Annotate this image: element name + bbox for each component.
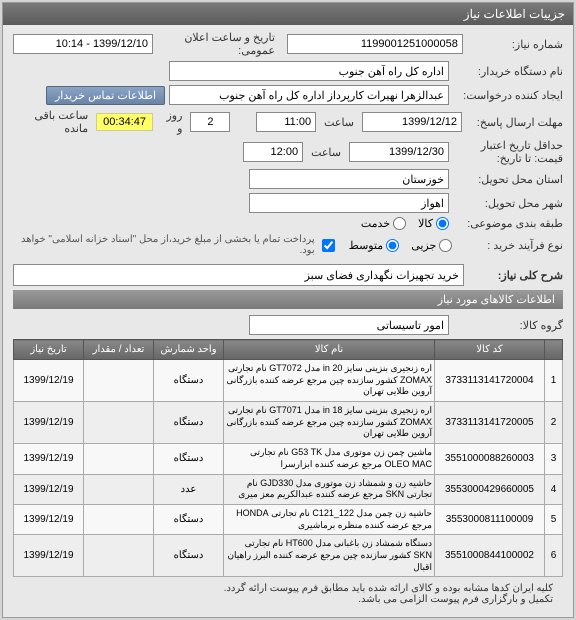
city-field (249, 193, 449, 213)
cell-code: 3551000844100002 (435, 535, 545, 577)
budget-service-text: خدمت (361, 217, 390, 230)
th-qty: تعداد / مقدار (84, 340, 154, 360)
process-medium-text: متوسط (349, 239, 384, 252)
footer-line2: تکمیل و بارگزاری فرم پیوست الزامی می باش… (23, 594, 553, 605)
city-label: شهر محل تحویل: (453, 197, 563, 210)
cell-name: حاشیه زن چمن مدل C121_122 نام تجارتی HON… (224, 504, 435, 534)
cell-qty (84, 474, 154, 504)
price-valid-label: حداقل تاریخ اعتبار قیمت: تا تاریخ: (453, 139, 563, 165)
th-unit: واحد شمارش (154, 340, 224, 360)
table-row: 23733113141720005اره زنجیری بنزینی سایز … (14, 402, 563, 444)
cell-unit: دستگاه (154, 360, 224, 402)
main-desc-label: شرح کلی نیاز: (468, 269, 563, 282)
cell-date: 1399/12/19 (14, 535, 84, 577)
cell-code: 3553000429660005 (435, 474, 545, 504)
creator-label: ایجاد کننده درخواست: (453, 89, 563, 102)
cell-qty (84, 444, 154, 474)
cell-date: 1399/12/19 (14, 474, 84, 504)
cell-date: 1399/12/19 (14, 360, 84, 402)
deadline-label: مهلت ارسال پاسخ: (466, 116, 563, 129)
deadline-date-field (362, 112, 462, 132)
process-trivial-radio[interactable] (439, 239, 452, 252)
province-field (249, 169, 449, 189)
contact-button[interactable]: اطلاعات تماس خریدار (46, 86, 165, 105)
cell-qty (84, 535, 154, 577)
cell-unit: دستگاه (154, 535, 224, 577)
cell-name: اره زنجیری بنزینی سایز 20 in مدل GT7072 … (224, 360, 435, 402)
need-number-field (287, 34, 463, 54)
table-row: 63551000844100002دستگاه شمشاد زن باغبانی… (14, 535, 563, 577)
budget-goods-text: کالا (418, 217, 433, 230)
announce-field (13, 34, 153, 54)
process-note: پرداخت تمام یا بخشی از مبلغ خرید،از محل … (13, 234, 319, 256)
cell-unit: دستگاه (154, 504, 224, 534)
day-and-label: روز و (157, 109, 186, 135)
province-label: استان محل تحویل: (453, 173, 563, 186)
cell-date: 1399/12/19 (14, 402, 84, 444)
cell-code: 3733113141720005 (435, 402, 545, 444)
main-desc-field (13, 264, 464, 286)
cell-unit: دستگاه (154, 444, 224, 474)
cell-name: ماشین چمن زن موتوری مدل G53 TK نام تجارت… (224, 444, 435, 474)
table-row: 33551000088260003ماشین چمن زن موتوری مدل… (14, 444, 563, 474)
buyer-org-label: نام دستگاه خریدار: (453, 65, 563, 78)
creator-field (169, 85, 449, 105)
budget-row-label: طبقه بندی موضوعی: (453, 217, 563, 230)
cell-name: حاشیه زن و شمشاد زن موتوری مدل GJD330 نا… (224, 474, 435, 504)
treasury-checkbox[interactable] (322, 239, 335, 252)
price-valid-time-field (243, 142, 303, 162)
countdown-timer: 00:34:47 (96, 113, 153, 131)
cell-idx: 2 (545, 402, 563, 444)
cell-qty (84, 504, 154, 534)
table-row: 53553000811100009حاشیه زن چمن مدل C121_1… (14, 504, 563, 534)
announce-label: تاریخ و ساعت اعلان عمومی: (157, 31, 279, 57)
cell-qty (84, 360, 154, 402)
cell-name: اره زنجیری بنزینی سایز 18 in مدل GT7071 … (224, 402, 435, 444)
th-date: تاریخ نیاز (14, 340, 84, 360)
cell-unit: دستگاه (154, 402, 224, 444)
process-medium-radio[interactable] (386, 239, 399, 252)
days-remain-field (190, 112, 230, 132)
cell-qty (84, 402, 154, 444)
goods-table: کد کالا نام کالا واحد شمارش تعداد / مقدا… (13, 339, 563, 577)
hour-label-1: ساعت (320, 116, 358, 129)
cell-code: 3551000088260003 (435, 444, 545, 474)
footer-line1: کلیه ایران کدها مشابه بوده و کالای ارائه… (23, 583, 553, 594)
cell-code: 3733113141720004 (435, 360, 545, 402)
process-trivial-text: جزیی (411, 239, 436, 252)
panel-title: جزییات اطلاعات نیاز (3, 3, 573, 25)
buyer-org-field (169, 61, 449, 81)
cell-date: 1399/12/19 (14, 504, 84, 534)
cell-idx: 4 (545, 474, 563, 504)
cell-idx: 1 (545, 360, 563, 402)
th-name: نام کالا (224, 340, 435, 360)
hour-label-2: ساعت (307, 146, 345, 159)
cell-unit: عدد (154, 474, 224, 504)
budget-service-radio[interactable] (393, 217, 406, 230)
th-code: کد کالا (435, 340, 545, 360)
table-row: 43553000429660005حاشیه زن و شمشاد زن موت… (14, 474, 563, 504)
price-valid-date-field (349, 142, 449, 162)
remain-label: ساعت باقی مانده (13, 109, 92, 135)
need-number-label: شماره نیاز: (467, 38, 563, 51)
budget-goods-radio[interactable] (436, 217, 449, 230)
budget-radios: کالا خدمت (361, 217, 449, 230)
cell-idx: 3 (545, 444, 563, 474)
process-type-label: نوع فرآیند خرید : (456, 239, 563, 252)
goods-group-label: گروه کالا: (453, 319, 563, 332)
cell-date: 1399/12/19 (14, 444, 84, 474)
process-radios: جزیی متوسط (349, 239, 453, 252)
cell-code: 3553000811100009 (435, 504, 545, 534)
deadline-time-field (256, 112, 316, 132)
cell-idx: 5 (545, 504, 563, 534)
table-row: 13733113141720004اره زنجیری بنزینی سایز … (14, 360, 563, 402)
th-idx (545, 340, 563, 360)
goods-section-header: اطلاعات کالاهای مورد نیاز (13, 290, 563, 309)
goods-group-field (249, 315, 449, 335)
cell-name: دستگاه شمشاد زن باغبانی مدل HT600 نام تج… (224, 535, 435, 577)
cell-idx: 6 (545, 535, 563, 577)
